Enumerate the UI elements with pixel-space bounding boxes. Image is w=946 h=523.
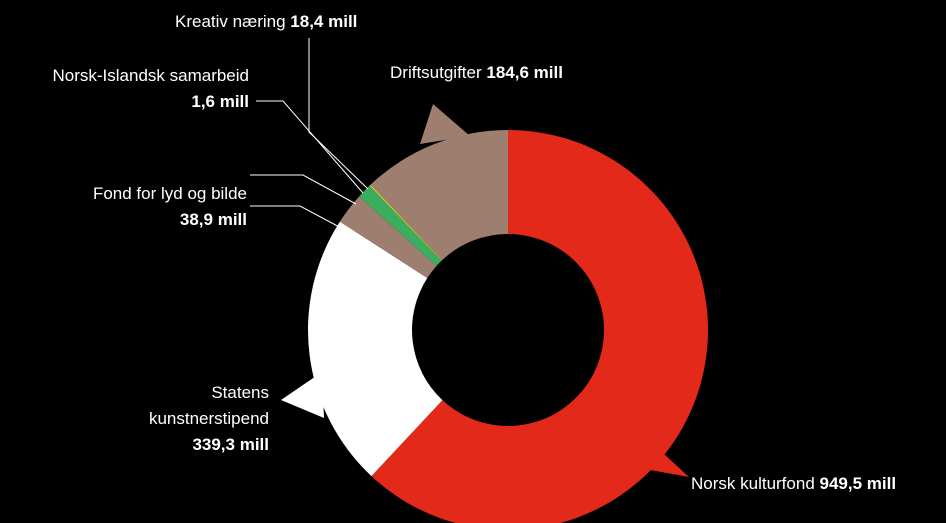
label-statens-line1: Statens bbox=[211, 383, 269, 402]
label-driftsutgifter-name: Driftsutgifter bbox=[390, 63, 482, 82]
leader-fond-lyd-bilde-a bbox=[250, 174, 357, 205]
leader-lines bbox=[250, 38, 369, 231]
label-kreativ-naering-name: Kreativ næring bbox=[175, 12, 286, 31]
label-norsk-islandsk-name: Norsk-Islandsk samarbeid bbox=[52, 66, 249, 85]
label-norsk-kulturfond-value: 949,5 mill bbox=[819, 474, 897, 493]
slice-norsk-islandsk-samarbeid bbox=[369, 184, 443, 261]
label-driftsutgifter: Driftsutgifter 184,6 mill bbox=[390, 60, 563, 86]
label-fond-lyd-bilde: Fond for lyd og bilde 38,9 mill bbox=[93, 181, 247, 233]
label-norsk-islandsk-value: 1,6 mill bbox=[191, 92, 249, 111]
callout-tail-kulturfond bbox=[606, 432, 689, 477]
slice-fond-for-lyd-og-bilde bbox=[339, 196, 437, 279]
callout-tail-kunstnerstipend bbox=[281, 372, 324, 418]
label-kreativ-naering-value: 18,4 mill bbox=[290, 12, 358, 31]
donut-slices bbox=[281, 104, 708, 523]
label-statens-value: 339,3 mill bbox=[192, 435, 269, 454]
slice-kreativ-næring bbox=[359, 185, 442, 266]
slice-driftsutgifter bbox=[370, 130, 508, 261]
label-kreativ-naering: Kreativ næring 18,4 mill bbox=[175, 9, 357, 35]
label-fond-lyd-bilde-value: 38,9 mill bbox=[179, 210, 247, 229]
callout-tail-driftsutgifter bbox=[420, 104, 470, 144]
label-norsk-kulturfond-name: Norsk kulturfond bbox=[691, 474, 815, 493]
label-norsk-kulturfond: Norsk kulturfond 949,5 mill bbox=[691, 471, 896, 497]
label-norsk-islandsk: Norsk-Islandsk samarbeid 1,6 mill bbox=[52, 63, 249, 115]
leader-fond-lyd-bilde-b bbox=[250, 205, 346, 231]
label-driftsutgifter-value: 184,6 mill bbox=[486, 63, 563, 82]
leader-kreativ-naering bbox=[308, 38, 369, 190]
label-fond-lyd-bilde-name: Fond for lyd og bilde bbox=[92, 184, 247, 203]
slice-norsk-kulturfond bbox=[371, 130, 708, 523]
label-statens-line2: kunstnerstipend bbox=[148, 409, 269, 428]
slice-statens-kunstnerstipend bbox=[308, 221, 443, 477]
label-statens-kunstnerstipend: Statens kunstnerstipend 339,3 mill bbox=[149, 380, 269, 458]
leader-norsk-islandsk bbox=[256, 100, 364, 194]
